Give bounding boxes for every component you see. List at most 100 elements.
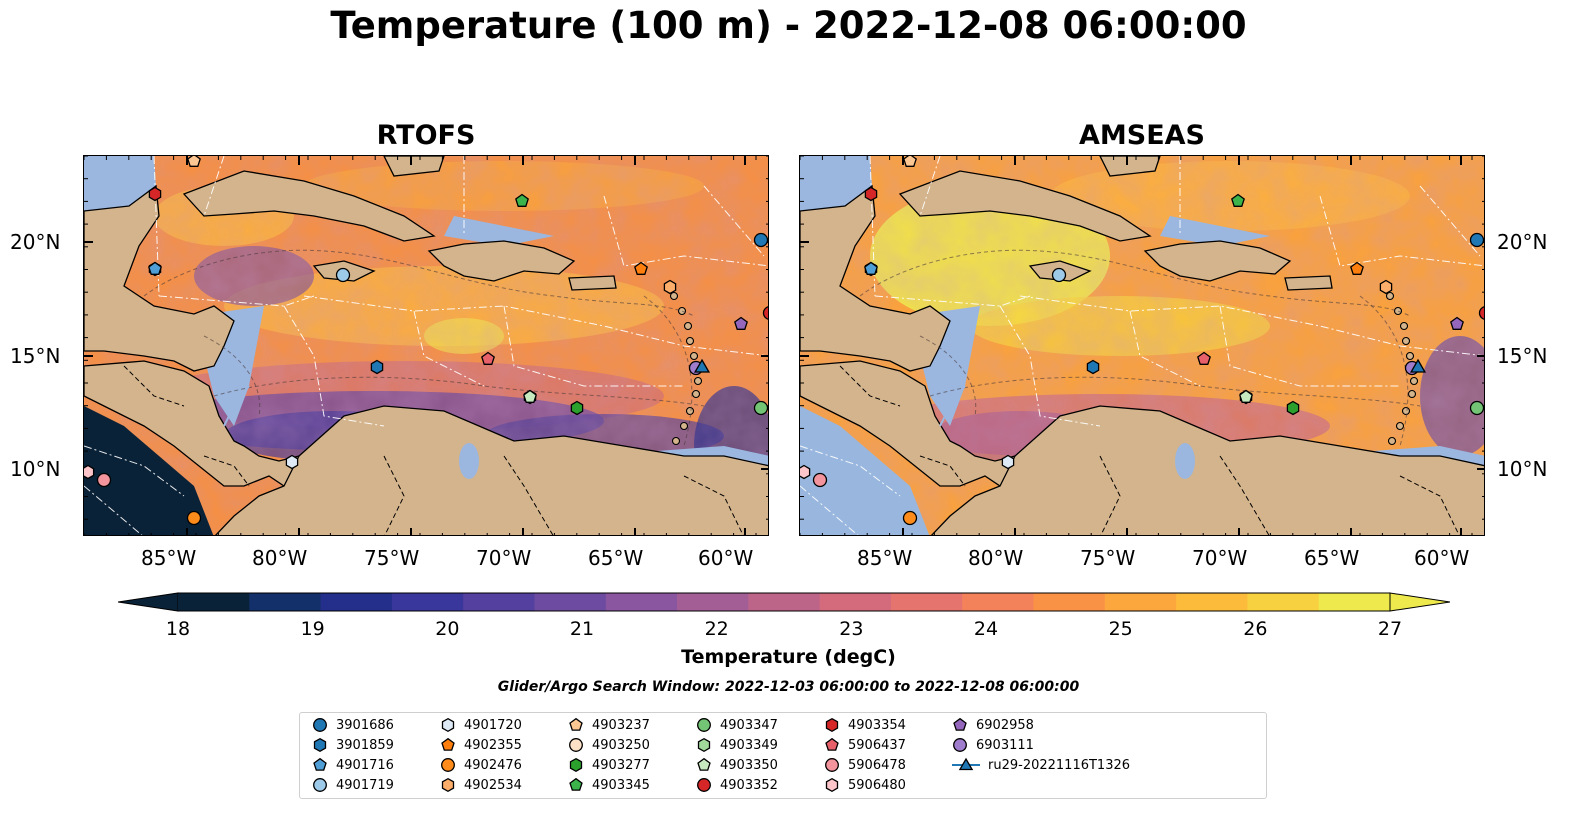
pacific-ocean — [84, 406, 214, 535]
eez-boundary — [1319, 195, 1484, 267]
legend-item: 4901719 — [312, 777, 394, 793]
legend-label: 4902534 — [464, 777, 522, 793]
pacific-ocean — [800, 406, 930, 535]
colorbar — [117, 592, 1451, 612]
argo-float-marker — [1469, 400, 1484, 416]
country-border — [203, 455, 250, 487]
legend-marker-icon — [569, 717, 583, 731]
land-mass — [931, 405, 1484, 535]
country-border — [1099, 455, 1121, 535]
argo-float-marker — [84, 464, 95, 480]
argo-float-marker — [523, 389, 537, 403]
circle-marker — [313, 718, 327, 732]
lat-tick-label: 10°N — [1497, 457, 1548, 481]
legend-label: 4903345 — [592, 777, 650, 793]
island — [1399, 321, 1409, 331]
colorbar-tick-label: 25 — [1108, 618, 1133, 640]
land-mass — [898, 170, 1152, 242]
argo-float-marker — [148, 261, 162, 275]
lat-tick-label: 20°N — [1497, 230, 1548, 254]
legend-marker-icon — [569, 777, 583, 791]
colorbar-tick-label: 23 — [839, 618, 864, 640]
legend-label: 4903347 — [720, 717, 778, 733]
argo-float-marker — [762, 306, 768, 320]
lake-maracaibo — [1175, 443, 1195, 479]
circle-marker — [569, 738, 583, 752]
colorbar-bin — [391, 593, 464, 611]
colorbar-bin — [1104, 593, 1177, 611]
legend-item: 3901686 — [312, 717, 394, 733]
country-border — [683, 475, 744, 535]
lake — [939, 385, 966, 427]
legend-item: 4901716 — [312, 757, 394, 773]
eez-boundary — [603, 195, 768, 267]
legend-item: 6903111 — [952, 737, 1034, 753]
lon-tick-label: 85°W — [857, 546, 913, 570]
legend-label: 3901686 — [336, 717, 394, 733]
colorbar-bin — [534, 593, 607, 611]
circle-marker — [825, 758, 839, 772]
search-window-text: Glider/Argo Search Window: 2022-12-03 06… — [497, 679, 1080, 695]
legend-marker-icon — [313, 718, 327, 732]
colorbar-bin — [890, 593, 963, 611]
legend-label: 5906437 — [848, 737, 906, 753]
pentagon-marker — [953, 717, 967, 731]
bathymetry-contour — [929, 376, 1421, 407]
argo-float-marker — [1197, 351, 1211, 365]
colorbar-under-arrow — [117, 592, 179, 612]
island — [677, 306, 687, 316]
island — [1401, 336, 1411, 346]
glider-marker — [1409, 358, 1427, 373]
hexagon-marker — [825, 777, 839, 793]
land-mass — [427, 240, 576, 282]
eez-boundary — [203, 156, 225, 217]
hexagon-marker — [441, 777, 455, 793]
eez-boundary — [874, 295, 1031, 307]
eez-boundary — [919, 156, 941, 217]
country-border — [123, 365, 185, 407]
eez-boundary — [158, 295, 315, 307]
legend-label: 4901716 — [336, 757, 394, 773]
bathymetry-contour — [213, 376, 705, 407]
lon-tick-label: 70°W — [1192, 546, 1248, 570]
land-mass — [383, 156, 445, 177]
argo-float-marker — [335, 267, 351, 283]
legend-item: 5906478 — [824, 757, 906, 773]
lon-tick-label: 75°W — [1080, 546, 1136, 570]
colorbar-tick-label: 21 — [569, 618, 595, 640]
argo-float-marker — [903, 156, 917, 167]
legend-marker-icon — [441, 758, 455, 772]
bathymetry-contour — [203, 335, 261, 417]
legend-item: 4902534 — [440, 777, 522, 793]
shelf-area — [84, 156, 156, 216]
pentagon-marker — [697, 757, 711, 771]
argo-float-marker — [634, 261, 648, 275]
legend-marker-icon — [825, 717, 839, 733]
lon-tick-label: 65°W — [1304, 546, 1360, 570]
circle-marker — [953, 738, 967, 752]
argo-float-marker — [1051, 267, 1067, 283]
legend-label: 3901859 — [336, 737, 394, 753]
colorbar-bin — [463, 593, 536, 611]
legend-item: ru29-20221116T1326 — [952, 757, 1130, 773]
argo-float-marker — [864, 261, 878, 275]
land-mass — [1099, 156, 1161, 177]
lon-tick-label: 70°W — [476, 546, 532, 570]
argo-float-marker — [1450, 316, 1464, 330]
bathymetry-contour — [859, 249, 1411, 317]
land-mass — [1143, 240, 1292, 282]
country-border — [503, 455, 554, 535]
argo-float-marker — [864, 186, 878, 202]
legend-marker-icon — [953, 738, 967, 752]
hexagon-marker — [569, 757, 583, 773]
island — [671, 436, 681, 446]
land-mass — [182, 170, 436, 242]
lon-tick-label: 85°W — [141, 546, 197, 570]
hexagon-marker — [441, 717, 455, 733]
colorbar-tick-label: 27 — [1377, 618, 1403, 640]
island — [685, 336, 695, 346]
legend-item: 4903349 — [696, 737, 778, 753]
land-mass — [84, 184, 235, 372]
legend-item: 4903237 — [568, 717, 650, 733]
country-border — [383, 455, 405, 535]
